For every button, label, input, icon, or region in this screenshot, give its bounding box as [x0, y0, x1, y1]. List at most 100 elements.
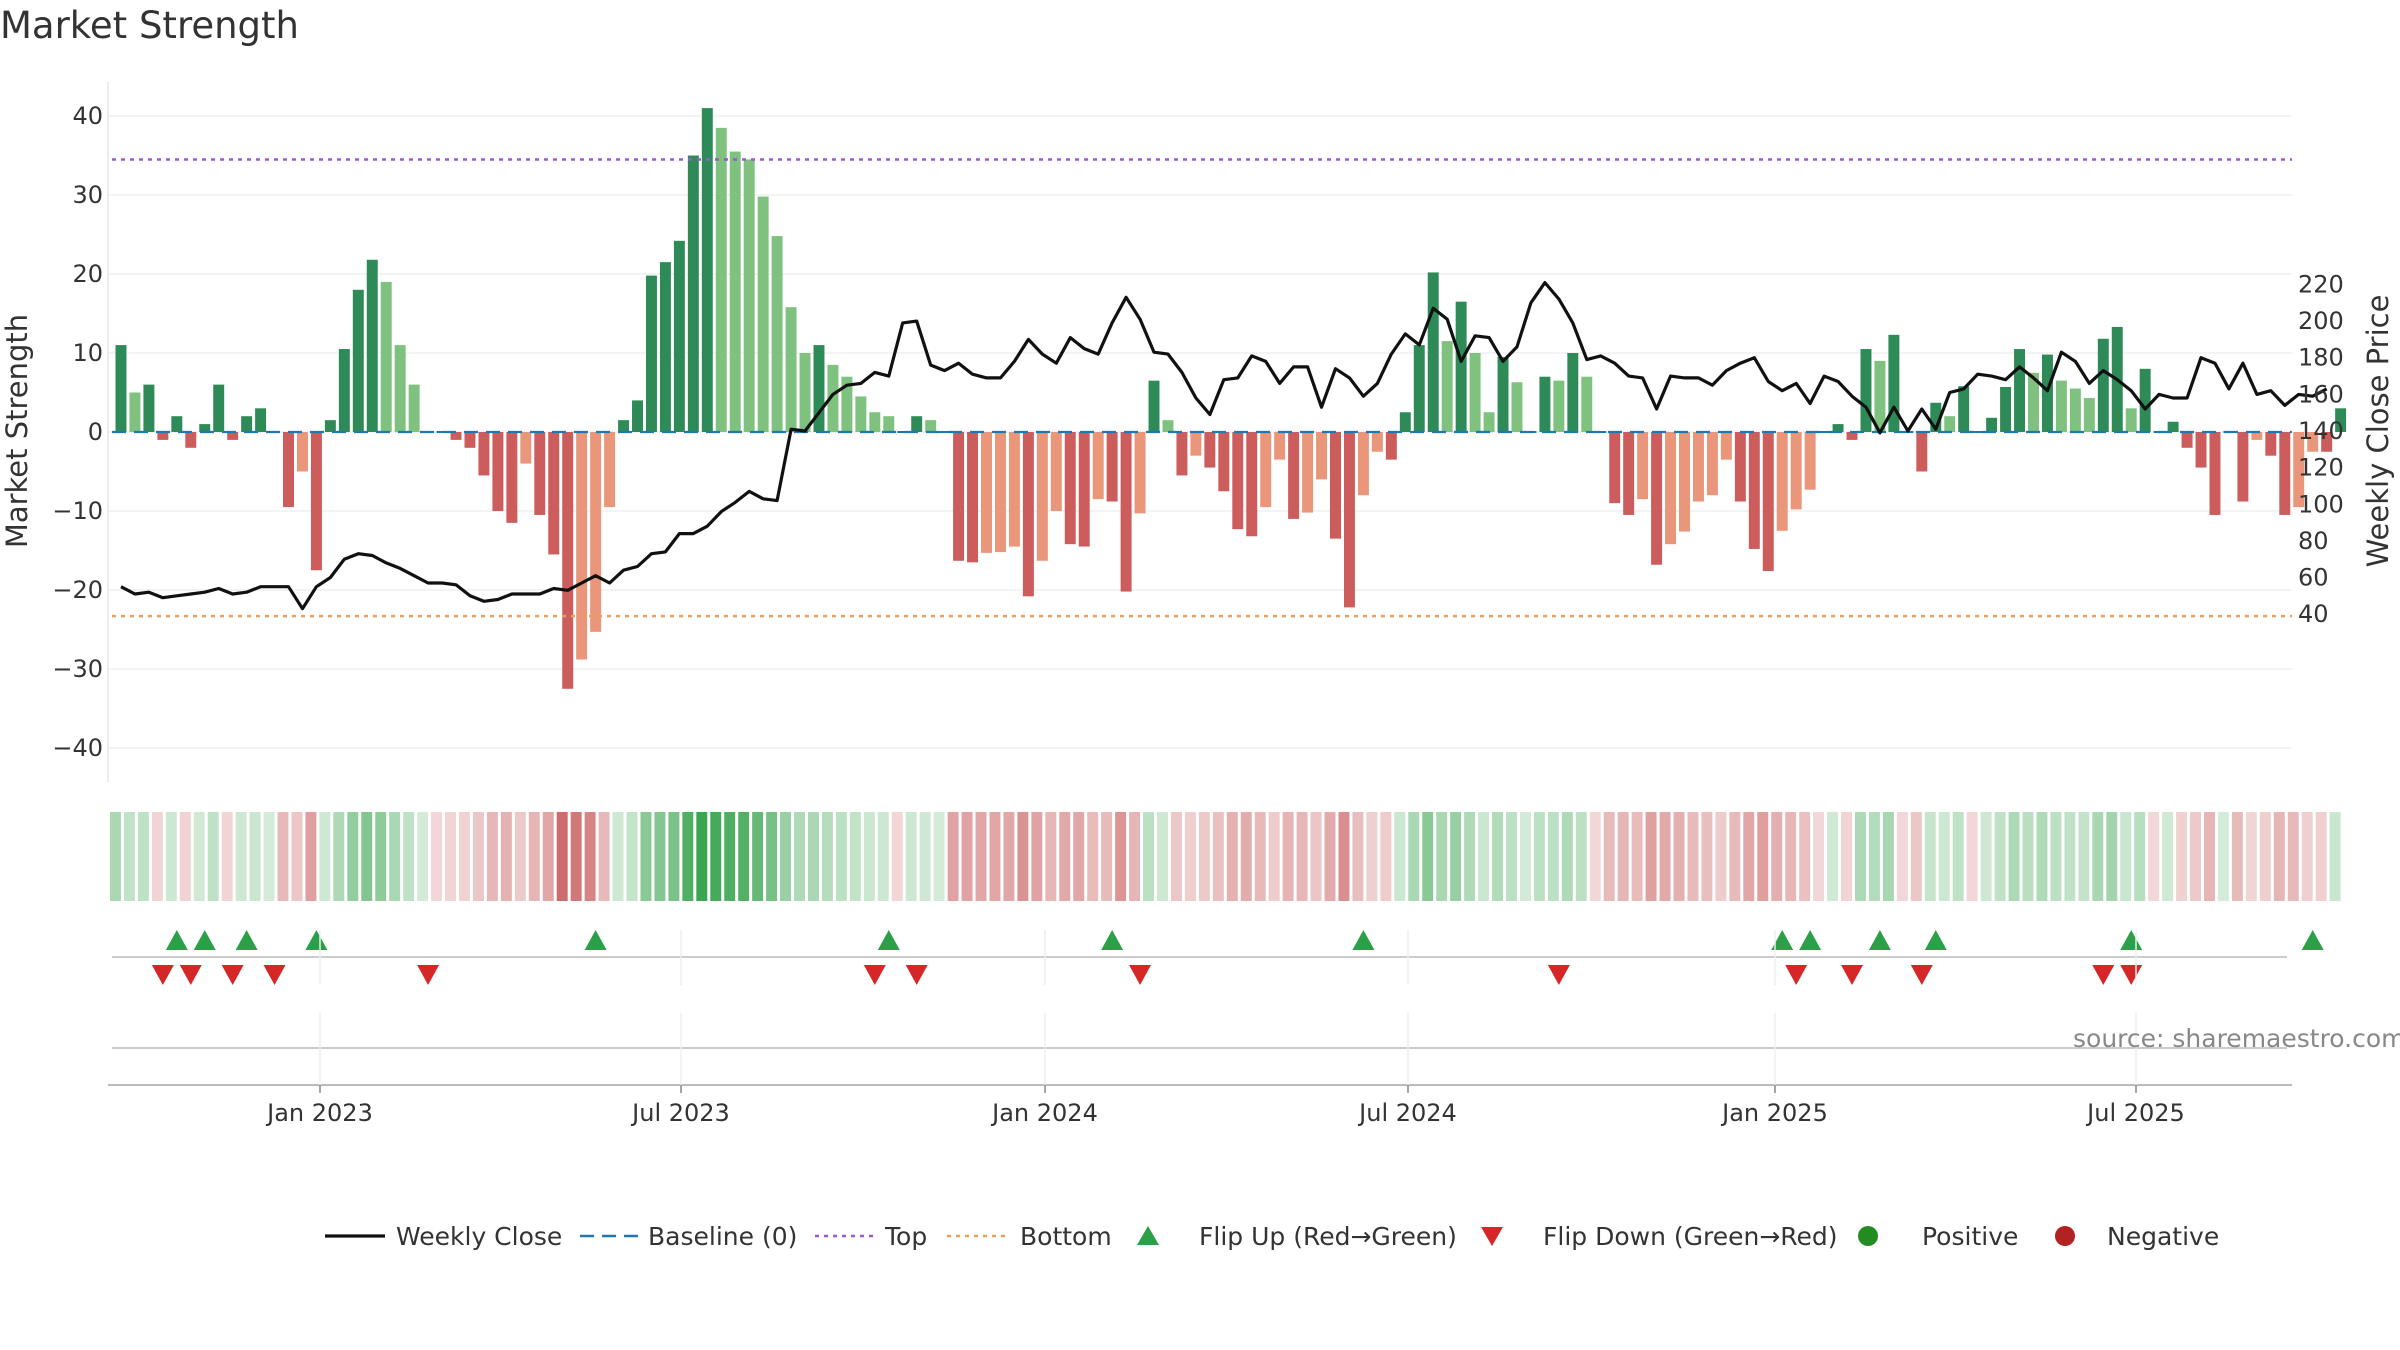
strength-bar: [1469, 353, 1481, 432]
flip-down-marker: [1841, 965, 1864, 985]
heatstrip-cell: [1687, 812, 1699, 901]
heatstrip-cell: [1143, 812, 1154, 901]
strength-bar: [841, 376, 853, 432]
strength-bar: [1888, 334, 1900, 432]
heatstrip-cell: [766, 812, 778, 901]
strength-bar: [883, 416, 895, 432]
heatstrip-cell: [542, 812, 554, 901]
strength-bar: [1343, 432, 1355, 608]
strength-bar: [1134, 432, 1146, 514]
heatstrip-cell: [528, 812, 540, 901]
strength-bar: [925, 420, 937, 432]
strength-bar: [1553, 380, 1565, 432]
strength-bar: [1734, 432, 1746, 502]
legend-label: Negative: [2107, 1222, 2219, 1251]
heatstrip-cell: [2315, 812, 2327, 901]
heatstrip-cell: [1408, 812, 1420, 901]
legend-item: Positive: [1858, 1222, 2018, 1251]
strength-bar: [1050, 432, 1062, 511]
heatstrip-cell: [2106, 812, 2118, 901]
heatstrip-cell: [403, 812, 415, 901]
strength-bar: [199, 424, 211, 432]
strength-bar: [1790, 432, 1802, 510]
strength-bar: [645, 275, 657, 432]
heatstrip-cell: [849, 812, 861, 901]
flip-up-marker: [2301, 930, 2324, 950]
right-axis: 220 200 180 160 140 120 100 80 60 40: [2298, 270, 2344, 628]
heatstrip-cell: [2120, 812, 2132, 901]
heatstrip-cell: [1743, 812, 1755, 901]
heatstrip-cell: [891, 812, 903, 901]
strength-heatstrip: [110, 812, 2341, 901]
strength-bar: [1748, 432, 1760, 549]
heatstrip-cell: [947, 812, 959, 901]
heatstrip-cell: [1296, 812, 1308, 901]
heatstrip-cell: [919, 812, 931, 901]
heatstrip-cell: [2162, 812, 2174, 901]
heatstrip-cell: [570, 812, 582, 901]
x-tick-label: Jul 2023: [630, 1099, 730, 1127]
strength-bar: [171, 416, 183, 432]
strength-bar: [1986, 417, 1998, 432]
heatstrip-cell: [1198, 812, 1210, 901]
heatstrip-cell: [975, 812, 987, 901]
strength-bar: [520, 432, 532, 464]
heatstrip-cell: [1827, 812, 1839, 901]
heatstrip-cell: [2134, 812, 2146, 901]
heatstrip-cell: [1003, 812, 1015, 901]
heatstrip-cell: [752, 812, 764, 901]
heatstrip-cell: [1938, 812, 1950, 901]
strength-bar: [1092, 432, 1104, 500]
strength-bar: [1455, 301, 1467, 432]
strength-bar: [2083, 398, 2095, 432]
heatstrip-cell: [780, 812, 792, 901]
legend-label: Baseline (0): [648, 1222, 797, 1251]
flip-up-marker: [193, 930, 216, 950]
legend-positive-dot: [1858, 1226, 1878, 1246]
heatstrip-cell: [1478, 812, 1490, 901]
strength-bar: [1623, 432, 1635, 515]
heatstrip-cell: [877, 812, 889, 901]
strength-bar: [2237, 432, 2249, 502]
heatstrip-cell: [1841, 812, 1852, 901]
heatstrip-cell: [486, 812, 498, 901]
heatstrip-cell: [514, 812, 526, 901]
heatstrip-cell: [863, 812, 875, 901]
flip-down-marker: [1129, 965, 1152, 985]
flip-down-marker: [263, 965, 286, 985]
strength-bar: [897, 431, 909, 433]
heatstrip-cell: [598, 812, 610, 901]
heatstrip-cell: [682, 812, 694, 901]
heatstrip-cell: [1980, 812, 1992, 901]
strength-bar: [450, 432, 462, 440]
heatstrip-cell: [1994, 812, 2006, 901]
heatstrip-cell: [431, 812, 443, 901]
heatstrip-cell: [1659, 812, 1671, 901]
strength-bar: [953, 432, 965, 561]
heatstrip-cell: [1226, 812, 1238, 901]
source-label: source: sharemaestro.com: [2073, 1024, 2400, 1053]
heatstrip-cell: [1059, 812, 1071, 901]
strength-bar: [939, 431, 951, 433]
strength-bar: [1706, 432, 1718, 496]
heatstrip-cell: [2092, 812, 2104, 901]
strength-bar: [115, 345, 127, 432]
strength-bar: [1860, 349, 1872, 432]
legend-label: Flip Down (Green→Red): [1543, 1222, 1838, 1251]
strength-bar: [255, 408, 267, 432]
strength-bar: [380, 281, 392, 432]
strength-bar: [296, 432, 308, 472]
right-tick-label: 60: [2298, 564, 2329, 592]
heatstrip-cell: [1882, 812, 1894, 901]
right-tick-label: 220: [2298, 270, 2344, 298]
heatstrip-cell: [2329, 812, 2341, 901]
strength-bar: [1651, 432, 1663, 565]
heatstrip-cell: [179, 812, 191, 901]
strength-bar: [324, 420, 336, 432]
strength-bar: [1497, 356, 1509, 432]
heatstrip-cell: [1157, 812, 1168, 901]
strength-bar: [813, 345, 825, 432]
strength-bar: [1846, 432, 1858, 440]
flip-down-marker: [179, 965, 202, 985]
